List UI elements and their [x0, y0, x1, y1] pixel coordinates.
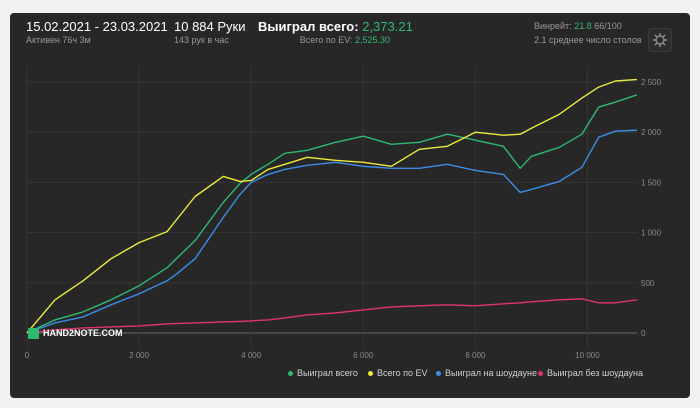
legend-label: Выиграл на шоудауне	[445, 368, 537, 378]
legend-dot	[538, 371, 543, 377]
won-total: Выиграл всего: 2,373.21	[258, 19, 413, 34]
legend-label: Всего по EV	[377, 368, 428, 378]
hands-per-hour: 143 рук в час	[174, 35, 229, 45]
x-tick-label: 2 000	[129, 351, 150, 360]
x-tick-label: 10 000	[575, 351, 600, 360]
winrate-rest: 66/100	[594, 21, 622, 31]
ev-total-label: Всего по EV:	[299, 35, 353, 45]
active-time: Активен 76ч 3м	[26, 35, 91, 45]
y-tick-label: 1 000	[641, 229, 662, 238]
series-won-line	[26, 94, 638, 334]
legend-item-non-showdown[interactable]: Выиграл без шоудауна	[538, 368, 643, 378]
legend-item-won[interactable]: Выиграл всего	[288, 368, 358, 378]
ev-total: Всего по EV: 2,525.30	[300, 35, 390, 45]
avg-tables: 2.1 среднее число столов	[534, 35, 642, 45]
series-non-showdown-line	[26, 298, 638, 334]
gear-icon	[653, 33, 667, 47]
logo: HAND2NOTE.COM	[28, 328, 123, 340]
series-ev-line	[26, 78, 638, 334]
y-tick-label: 500	[641, 279, 655, 288]
won-total-value: 2,373.21	[362, 19, 413, 34]
logo-mark	[28, 328, 39, 340]
x-tick-label: 0	[25, 351, 30, 360]
x-tick-label: 4 000	[241, 351, 262, 360]
legend-dot	[368, 371, 373, 377]
series-showdown-line	[26, 129, 638, 334]
winrate-value: 21.8	[574, 21, 592, 31]
won-total-label: Выиграл всего:	[258, 19, 359, 34]
winrate: Винрейт: 21.8 66/100	[534, 21, 622, 31]
legend-label: Выиграл без шоудауна	[547, 368, 643, 378]
y-tick-label: 2 000	[641, 128, 662, 137]
logo-text: HAND2NOTE.COM	[43, 328, 123, 338]
hands-count: 10 884 Руки	[174, 19, 246, 34]
y-tick-label: 0	[641, 329, 646, 338]
legend-item-ev[interactable]: Всего по EV	[368, 368, 427, 378]
legend-item-showdown[interactable]: Выиграл на шоудауне	[436, 368, 537, 378]
ev-total-value: 2,525.30	[354, 35, 390, 45]
settings-button[interactable]	[648, 28, 672, 52]
chart-card	[10, 13, 690, 398]
legend-label: Выиграл всего	[297, 368, 358, 378]
legend-dot	[436, 371, 441, 377]
winrate-label: Винрейт:	[534, 21, 572, 31]
legend-dot	[288, 371, 293, 377]
y-tick-label: 2 500	[641, 78, 662, 87]
x-tick-label: 6 000	[353, 351, 374, 360]
x-tick-label: 8 000	[465, 351, 486, 360]
date-range: 15.02.2021 - 23.03.2021	[26, 19, 168, 34]
y-tick-label: 1 500	[641, 178, 662, 187]
